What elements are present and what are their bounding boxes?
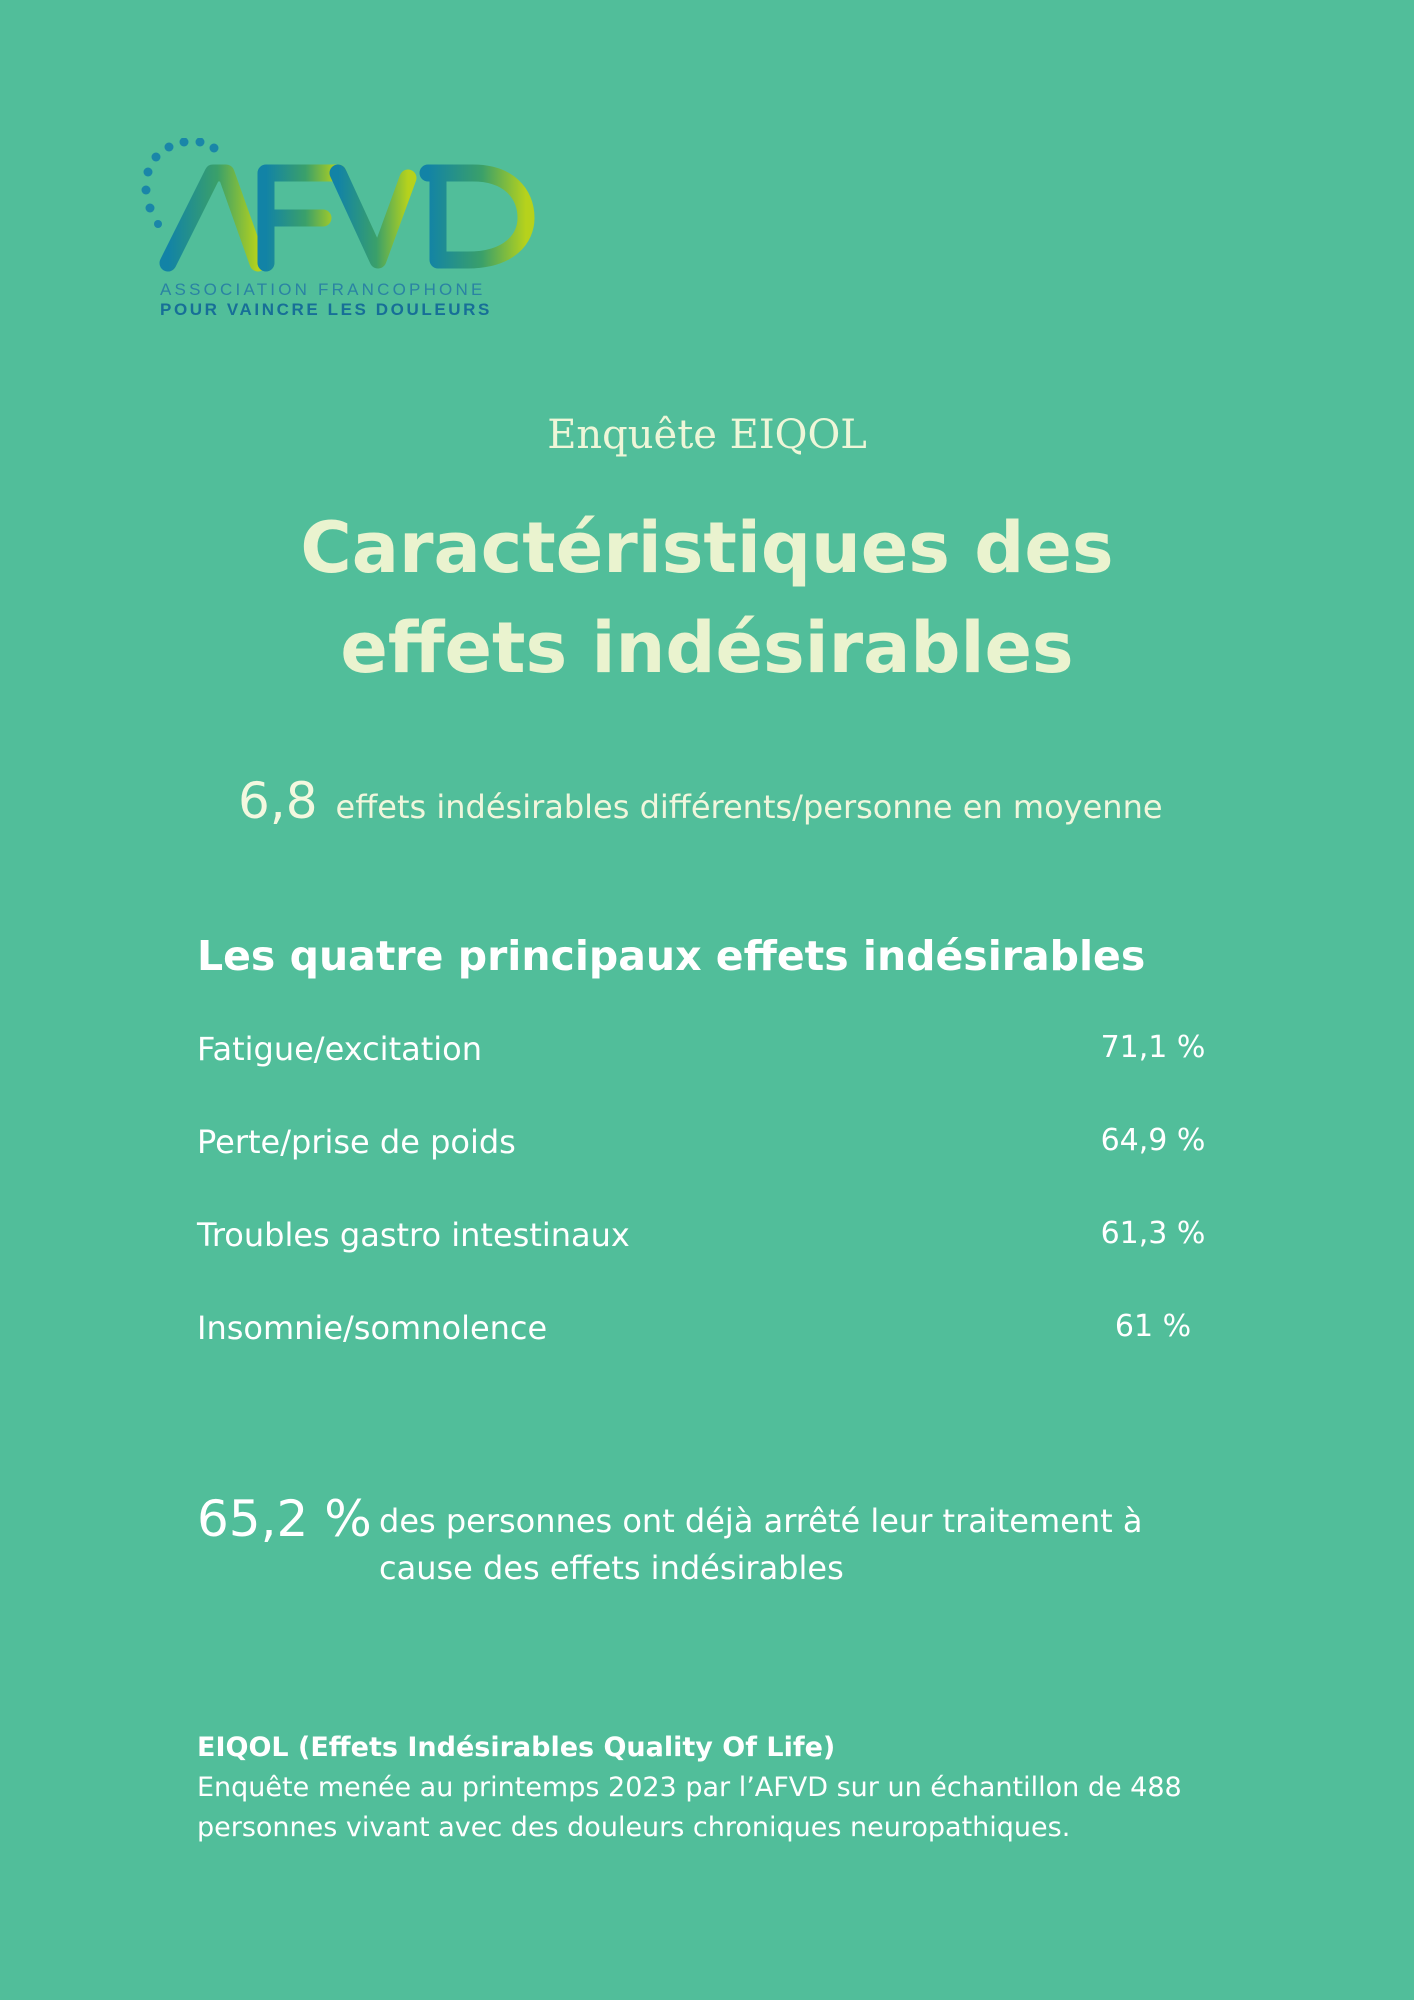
effect-label: Insomnie/somnolence	[197, 1309, 548, 1347]
afvd-logo: ASSOCIATION FRANCOPHONE POUR VAINCRE LES…	[138, 138, 538, 328]
afvd-logo-mark	[141, 138, 535, 272]
average-stat: 6,8 effets indésirables différents/perso…	[238, 772, 1163, 830]
effect-value: 61,3 %	[1100, 1216, 1206, 1251]
logo-tagline-1: ASSOCIATION FRANCOPHONE	[160, 280, 486, 299]
survey-subtitle: Enquête EIQOL	[547, 412, 867, 458]
footnote-title: EIQOL (Effets Indésirables Quality Of Li…	[197, 1732, 836, 1763]
page-title: Caractéristiques des effets indésirables	[0, 498, 1414, 698]
effect-label: Troubles gastro intestinaux	[197, 1216, 630, 1254]
effect-value: 61 %	[1114, 1309, 1192, 1344]
logo-tagline-2: POUR VAINCRE LES DOULEURS	[160, 300, 492, 319]
stopped-treatment-value: 65,2 %	[197, 1490, 372, 1548]
main-effects-heading: Les quatre principaux effets indésirable…	[197, 932, 1146, 980]
page-title-line-1: Caractéristiques des	[300, 507, 1114, 589]
average-value: 6,8	[238, 772, 318, 830]
effect-row: Fatigue/excitation 71,1 %	[197, 1022, 1213, 1115]
average-text: effets indésirables différents/personne …	[335, 788, 1163, 826]
effect-label: Perte/prise de poids	[197, 1123, 516, 1161]
effect-row: Troubles gastro intestinaux 61,3 %	[197, 1208, 1213, 1301]
footnote-text: Enquête menée au printemps 2023 par l’AF…	[197, 1772, 1182, 1843]
effect-row: Insomnie/somnolence 61 %	[197, 1301, 1213, 1394]
page-title-line-2: effets indésirables	[340, 607, 1074, 689]
effect-label: Fatigue/excitation	[197, 1030, 483, 1068]
effect-value: 71,1 %	[1100, 1030, 1206, 1065]
effect-value: 64,9 %	[1100, 1123, 1206, 1158]
stopped-treatment-text: des personnes ont déjà arrêté leur trait…	[379, 1502, 1143, 1587]
main-effects-list: Fatigue/excitation 71,1 % Perte/prise de…	[197, 1022, 1213, 1394]
survey-footnote: EIQOL (Effets Indésirables Quality Of Li…	[197, 1728, 1217, 1848]
effect-row: Perte/prise de poids 64,9 %	[197, 1115, 1213, 1208]
